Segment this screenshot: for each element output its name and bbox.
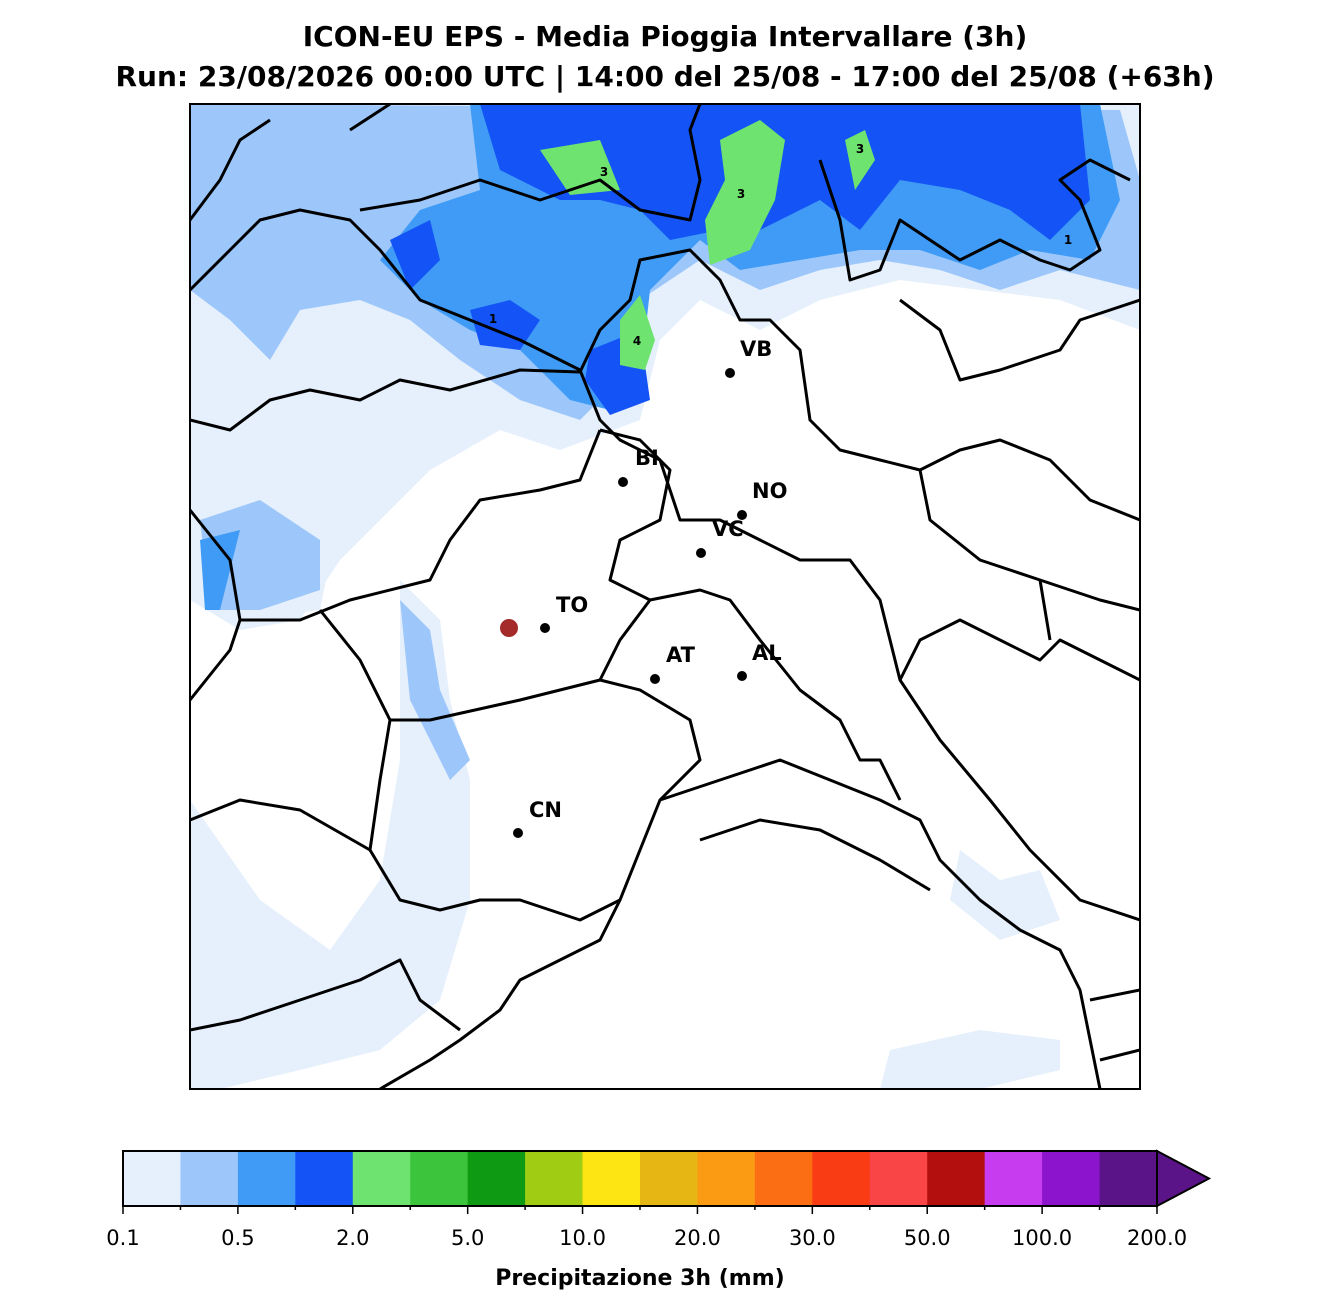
colorbar-segment	[1099, 1151, 1158, 1206]
city-dot	[650, 674, 660, 684]
colorbar-segment	[123, 1151, 181, 1206]
city-dot	[737, 671, 747, 681]
colorbar-segment	[352, 1151, 411, 1206]
city-dot	[737, 510, 747, 520]
colorbar-label: Precipitazione 3h (mm)	[495, 1266, 784, 1291]
contour-label: 3	[737, 187, 745, 201]
colorbar-tick-label: 0.5	[221, 1226, 254, 1250]
colorbar-segment	[812, 1151, 871, 1206]
colorbar-tick-label: 5.0	[451, 1226, 484, 1250]
colorbar-segment	[869, 1151, 928, 1206]
city-label: AT	[666, 643, 696, 667]
colorbar-segment	[410, 1151, 469, 1206]
city-label: CN	[529, 798, 562, 822]
colorbar-segment	[582, 1151, 641, 1206]
contour-label: 1	[1064, 233, 1072, 247]
colorbar-segment	[984, 1151, 1043, 1206]
city-label: TO	[556, 593, 588, 617]
contour-label: 3	[600, 165, 608, 179]
city-dot	[540, 623, 550, 633]
city-label: NO	[752, 479, 787, 503]
colorbar-tick-label: 30.0	[789, 1226, 836, 1250]
map-frame	[189, 103, 1141, 1090]
city-dot	[513, 828, 523, 838]
city-label: BI	[635, 446, 659, 470]
colorbar-tick-label: 20.0	[674, 1226, 721, 1250]
contour-label: 1	[489, 312, 497, 326]
city-label: VC	[712, 517, 744, 541]
colorbar-tick-label: 10.0	[559, 1226, 606, 1250]
city-label: AL	[752, 641, 782, 665]
colorbar-segment	[467, 1151, 526, 1206]
title: ICON-EU EPS - Media Pioggia Intervallare…	[303, 20, 1028, 53]
location-marker	[500, 619, 518, 637]
colorbar-tick-label: 200.0	[1127, 1226, 1187, 1250]
colorbar-tick-label: 0.1	[106, 1226, 139, 1250]
colorbar-tick-label: 100.0	[1012, 1226, 1072, 1250]
colorbar: 0.1 0.5 2.0 5.0 10.0 20.0 30.0 50.0 100.0 200.0	[106, 1149, 1212, 1250]
colorbar-segment	[1042, 1151, 1101, 1206]
colorbar-segment	[295, 1151, 354, 1206]
colorbar-extend	[1156, 1149, 1212, 1208]
city-dot	[618, 477, 628, 487]
colorbar-tick-label: 2.0	[336, 1226, 369, 1250]
cities: VB BI NO VC TO AT AL CN	[513, 337, 787, 838]
colorbar-segment	[640, 1151, 698, 1206]
colorbar-segment	[697, 1151, 756, 1206]
borders	[190, 104, 1140, 1089]
contour-label: 4	[633, 334, 641, 348]
city-label: VB	[740, 337, 772, 361]
contour-label: 3	[856, 142, 864, 156]
city-dot	[696, 548, 706, 558]
colorbar-segment	[525, 1151, 584, 1206]
colorbar-segment	[237, 1151, 296, 1206]
precip-field	[190, 104, 1140, 1089]
colorbar-segment	[927, 1151, 986, 1206]
map: 3 3 3 1 1 4	[189, 103, 1141, 1090]
colorbar-segment	[180, 1151, 239, 1206]
city-dot	[725, 368, 735, 378]
colorbar-segment	[754, 1151, 813, 1206]
subtitle: Run: 23/08/2026 00:00 UTC | 14:00 del 25…	[115, 60, 1214, 93]
colorbar-tick-label: 50.0	[904, 1226, 951, 1250]
